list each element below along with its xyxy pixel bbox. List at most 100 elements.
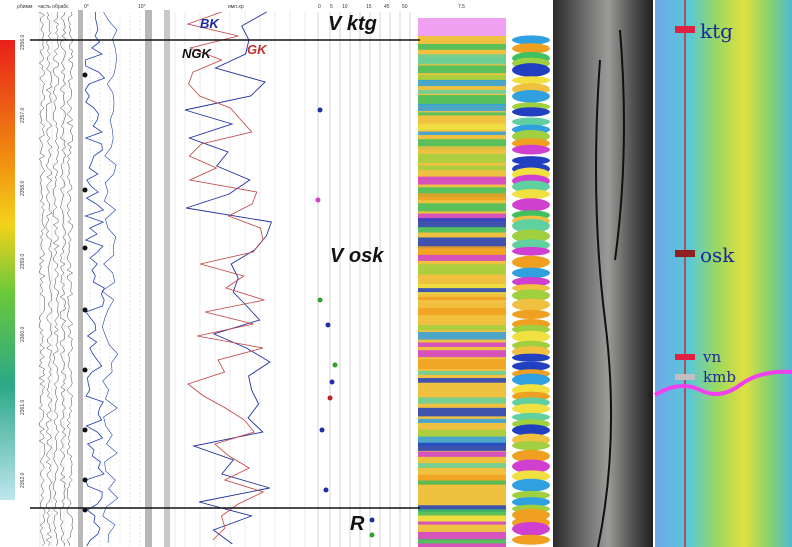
core-band xyxy=(512,412,550,422)
scale-label: 50 xyxy=(402,4,408,10)
header: имп.хр xyxy=(228,4,244,10)
core-band xyxy=(512,497,550,508)
image-band xyxy=(418,515,506,523)
image-band xyxy=(418,254,506,261)
image-band xyxy=(418,65,506,74)
image-band xyxy=(418,359,506,370)
depth-label: 2362.0 xyxy=(20,472,26,488)
dip-dot xyxy=(327,395,333,401)
image-band xyxy=(418,490,506,501)
image-band xyxy=(418,165,506,171)
core-band xyxy=(512,35,550,45)
image-band xyxy=(418,89,506,94)
image-band xyxy=(418,139,506,150)
header: 10° xyxy=(138,4,146,10)
image-band xyxy=(418,264,506,275)
depth-label: 2357.0 xyxy=(20,107,26,123)
core-band xyxy=(512,218,550,233)
dip-dot xyxy=(332,362,338,368)
core-fracture xyxy=(595,29,625,547)
depth-label: 2360.0 xyxy=(20,326,26,342)
image-band xyxy=(418,153,506,163)
image-band xyxy=(418,378,506,383)
core-band xyxy=(512,478,550,492)
dip-dot xyxy=(317,297,323,303)
image-band xyxy=(418,176,506,185)
core-band xyxy=(512,144,550,155)
image-band xyxy=(418,500,506,508)
header: ρбимм xyxy=(17,4,33,10)
image-band xyxy=(418,480,506,485)
scale-label: 0 xyxy=(318,4,321,10)
log-curve xyxy=(66,11,74,547)
section-label: vn xyxy=(702,348,721,366)
image-band xyxy=(418,146,506,151)
image-log-top xyxy=(418,18,506,36)
log-tracks xyxy=(15,0,418,547)
dip-dot xyxy=(82,367,88,373)
image-band xyxy=(418,539,506,544)
marker xyxy=(675,26,695,33)
image-band xyxy=(418,95,506,106)
image-band xyxy=(418,213,506,222)
core-band xyxy=(512,534,550,545)
image-band xyxy=(418,463,506,468)
dip-dot xyxy=(82,477,88,483)
image-band xyxy=(418,332,506,340)
image-band xyxy=(418,246,506,256)
core-band xyxy=(512,156,550,165)
track-divider xyxy=(78,10,83,547)
depth-label: 2356.0 xyxy=(20,34,26,50)
core-band xyxy=(512,189,550,200)
curve-label: GK xyxy=(247,42,268,57)
image-band xyxy=(418,103,506,112)
core-band xyxy=(512,459,550,474)
image-band xyxy=(418,226,506,233)
dip-dot xyxy=(82,187,88,193)
core-band xyxy=(512,284,550,293)
section-label: kmb xyxy=(703,368,736,386)
image-band xyxy=(418,509,506,516)
track-divider xyxy=(164,10,170,547)
section-label: osk xyxy=(700,243,735,267)
image-band xyxy=(418,36,506,42)
image-band xyxy=(418,307,506,316)
core-band xyxy=(512,449,550,463)
marker xyxy=(675,354,695,360)
section-label: ktg xyxy=(700,19,733,43)
image-band xyxy=(418,203,506,212)
section-panel xyxy=(655,0,792,547)
core-photo xyxy=(553,0,653,547)
image-band xyxy=(418,218,506,228)
dip-dot xyxy=(82,72,88,78)
core-band xyxy=(512,63,550,77)
image-band xyxy=(418,59,506,65)
dip-dot xyxy=(329,379,335,385)
image-band xyxy=(418,274,506,284)
dip-dot xyxy=(325,322,331,328)
core-band xyxy=(512,441,550,451)
image-band xyxy=(418,386,506,396)
image-band xyxy=(418,112,506,116)
depth-label: 2359.0 xyxy=(20,253,26,269)
core-band xyxy=(512,403,550,415)
marker xyxy=(675,374,695,380)
image-band xyxy=(418,350,506,358)
log-curve xyxy=(186,11,265,541)
image-band xyxy=(418,288,506,293)
image-band xyxy=(418,325,506,331)
scale-label: 10 xyxy=(342,4,348,10)
core-band xyxy=(512,76,550,85)
image-band xyxy=(418,131,506,136)
unit-label: V ktg xyxy=(328,13,377,35)
core-band xyxy=(512,470,550,483)
core-scan xyxy=(512,35,550,545)
curve-label: BK xyxy=(200,16,220,31)
unit-label: R xyxy=(350,513,365,535)
dip-dot xyxy=(82,245,88,251)
core-band xyxy=(512,361,550,371)
dip-dot xyxy=(82,427,88,433)
image-band xyxy=(418,521,506,525)
core-band xyxy=(512,117,550,127)
core-band xyxy=(512,277,550,287)
